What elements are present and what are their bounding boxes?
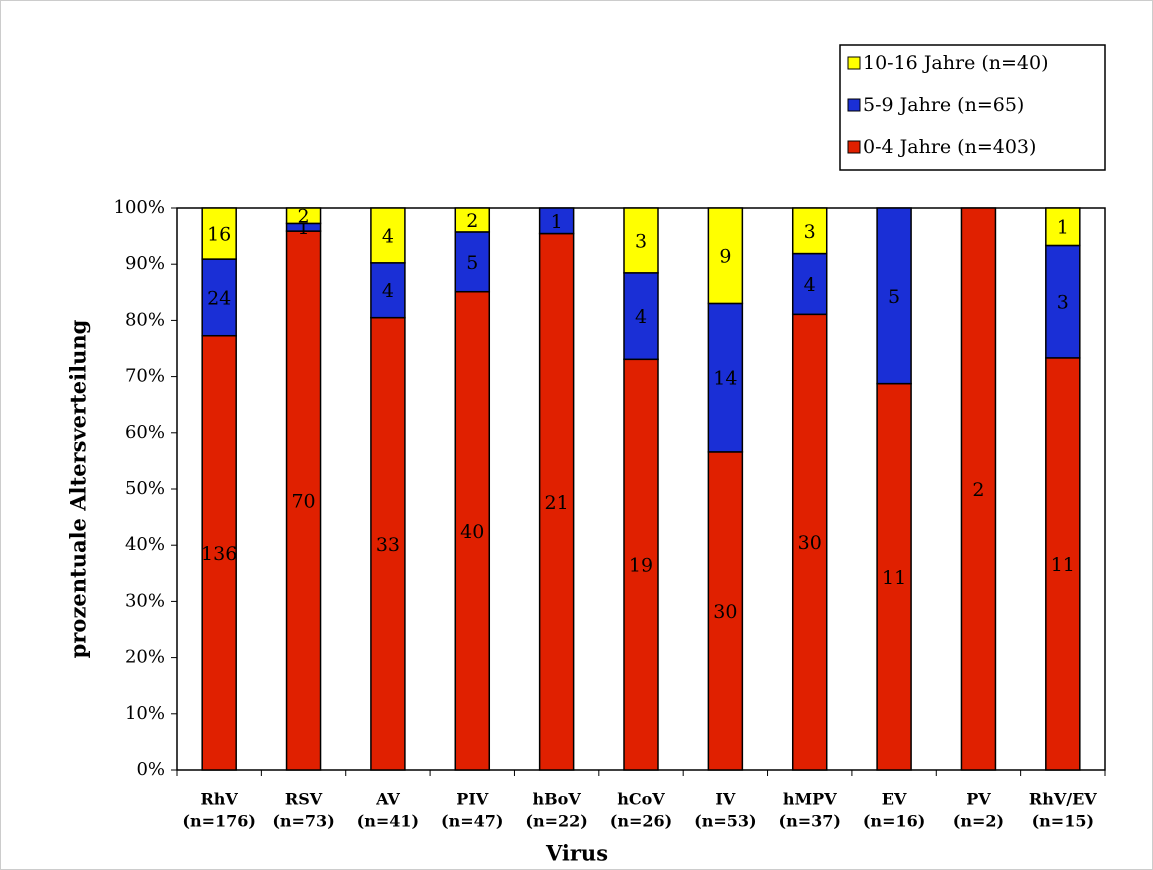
legend-swatch [847, 56, 861, 70]
bar-segment [201, 207, 237, 260]
bar-segment [454, 207, 491, 233]
bar-segment [538, 207, 575, 235]
legend-box [839, 44, 1106, 171]
data-label: 2 [297, 206, 309, 228]
data-label: 9 [719, 246, 731, 268]
data-label: 40 [460, 521, 484, 543]
y-tick-label: 60% [125, 422, 165, 443]
data-label: 11 [1051, 554, 1075, 576]
bar-segment [201, 334, 237, 771]
y-tick-label: 70% [125, 366, 165, 387]
data-label: 5 [466, 252, 478, 274]
x-tick-label: (n=15) [1032, 812, 1094, 831]
data-label: 4 [804, 274, 816, 296]
x-axis-title: Virus [545, 841, 608, 866]
x-tick-label: (n=47) [441, 812, 503, 831]
data-label: 3 [804, 221, 816, 243]
x-tick-label: hCoV [617, 790, 665, 809]
legend-swatch [847, 140, 861, 154]
data-label: 1 [1057, 217, 1069, 239]
y-tick-label: 10% [125, 703, 165, 724]
data-label: 2 [466, 210, 478, 232]
x-tick-label: (n=73) [272, 812, 334, 831]
bar-segment [960, 207, 997, 771]
bar-segment [876, 382, 912, 771]
data-label: 4 [635, 306, 647, 328]
x-tick-label: AV [375, 790, 400, 809]
x-tick-label: (n=53) [694, 812, 756, 831]
data-label: 11 [882, 567, 906, 589]
x-tick-label: IV [715, 790, 735, 809]
legend-label: 10-16 Jahre (n=40) [863, 52, 1049, 74]
x-tick-label: RhV [201, 790, 239, 809]
legend-label: 0-4 Jahre (n=403) [863, 136, 1036, 158]
bar-segment [538, 232, 575, 771]
data-label: 24 [207, 287, 231, 309]
bar-segment [285, 207, 322, 225]
data-label: 136 [201, 543, 237, 565]
data-label: 2 [972, 479, 984, 501]
data-label: 21 [545, 492, 569, 514]
x-tick-label: (n=176) [182, 812, 256, 831]
bar-segment [791, 207, 828, 255]
y-tick-label: 80% [125, 309, 165, 330]
bar-segment [876, 207, 912, 385]
data-label: 19 [629, 555, 653, 577]
x-tick-label: hMPV [783, 790, 837, 809]
bar-segment [370, 207, 406, 264]
bar-segment [623, 207, 659, 274]
y-tick-label: 40% [125, 534, 165, 555]
x-tick-label: EV [882, 790, 907, 809]
data-label: 5 [888, 286, 900, 308]
data-label: 14 [713, 368, 737, 390]
bar-segment [1045, 244, 1081, 359]
y-tick-label: 90% [125, 253, 165, 274]
y-tick-label: 20% [125, 647, 165, 668]
data-label: 3 [635, 230, 647, 252]
x-tick-label: (n=22) [525, 812, 587, 831]
data-label: 4 [382, 225, 394, 247]
bar-segment [623, 358, 659, 771]
bar-segment [285, 230, 322, 771]
y-tick-label: 30% [125, 590, 165, 611]
x-tick-label: RSV [285, 790, 323, 809]
bar-segment [791, 313, 828, 771]
y-axis-title: prozentuale Altersverteilung [66, 319, 91, 658]
data-label: 30 [713, 601, 737, 623]
x-tick-label: (n=16) [863, 812, 925, 831]
x-tick-label: RhV/EV [1029, 790, 1097, 809]
bar-segment [707, 207, 744, 305]
y-tick-label: 50% [125, 478, 165, 499]
data-label: 16 [207, 224, 231, 246]
bar-segment [1045, 357, 1081, 771]
bar-segment [707, 302, 744, 453]
bar-segment [201, 258, 237, 337]
data-label: 30 [798, 532, 822, 554]
x-tick-label: PV [966, 790, 991, 809]
bar-segment [623, 272, 659, 361]
legend-swatch [847, 98, 861, 112]
x-tick-label: (n=41) [357, 812, 419, 831]
bar-segment [1045, 207, 1081, 247]
legend-label: 5-9 Jahre (n=65) [863, 94, 1024, 116]
data-label: 33 [376, 534, 400, 556]
y-tick-label: 100% [114, 197, 165, 218]
x-tick-label: PIV [456, 790, 489, 809]
bar-segment [454, 290, 491, 771]
x-tick-label: (n=26) [610, 812, 672, 831]
data-label: 4 [382, 280, 394, 302]
x-tick-label: hBoV [533, 790, 582, 809]
data-label: 1 [551, 211, 563, 233]
bar-segment [707, 451, 744, 771]
bar-segment [454, 231, 491, 293]
x-tick-label: (n=2) [953, 812, 1004, 831]
y-tick-label: 0% [136, 759, 165, 780]
data-label: 3 [1057, 292, 1069, 314]
bar-segment [370, 262, 406, 319]
x-tick-label: (n=37) [779, 812, 841, 831]
data-label: 70 [291, 491, 315, 513]
bar-segment [791, 252, 828, 316]
